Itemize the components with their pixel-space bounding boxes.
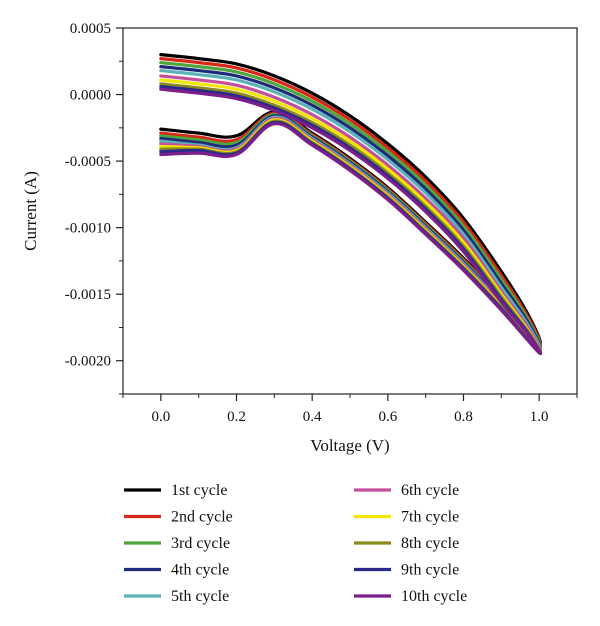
series-line-3 (159, 61, 542, 348)
legend-label-3: 3rd cycle (171, 535, 230, 552)
legend-label-1: 1st cycle (171, 482, 227, 499)
legend-label-6: 6th cycle (401, 482, 459, 499)
series-line-1 (159, 53, 542, 346)
legend-label-7: 7th cycle (401, 509, 459, 526)
y-tick-label: -0.0015 (65, 287, 111, 303)
legend-label-4: 4th cycle (171, 562, 229, 579)
y-axis: 0.0005 0.0000 -0.0005 -0.0010 -0.0015 -0.0020 (65, 21, 123, 395)
legend-label-10: 10th cycle (401, 588, 467, 605)
legend-label-2: 2nd cycle (171, 509, 233, 526)
x-axis-title: Voltage (V) (310, 436, 389, 455)
series-layer (159, 53, 542, 356)
legend-label-8: 8th cycle (401, 535, 459, 552)
y-tick-label: -0.0010 (65, 221, 111, 237)
legend-label-9: 9th cycle (401, 562, 459, 579)
x-tick-label: 0.4 (303, 409, 322, 425)
y-tick-label: 0.0000 (70, 88, 111, 104)
y-tick-label: -0.0020 (65, 354, 111, 370)
legend: 1st cycle 2nd cycle 3rd cycle 4th cycle 5th … (124, 482, 467, 605)
x-tick-label: 1.0 (530, 409, 549, 425)
x-tick-label: 0.0 (151, 409, 170, 425)
x-tick-label: 0.8 (454, 409, 473, 425)
x-tick-label: 0.6 (378, 409, 397, 425)
y-axis-title: Current (A) (21, 171, 40, 251)
legend-label-5: 5th cycle (171, 588, 229, 605)
x-axis: 0.0 0.2 0.4 0.6 0.8 1.0 (122, 394, 578, 425)
y-tick-label: 0.0005 (70, 21, 111, 37)
series-line-5 (159, 68, 542, 351)
x-tick-label: 0.2 (227, 409, 246, 425)
series-line-2 (159, 57, 542, 347)
series-line-10 (159, 87, 542, 356)
y-tick-label: -0.0005 (65, 154, 111, 170)
series-line-4 (159, 65, 542, 350)
